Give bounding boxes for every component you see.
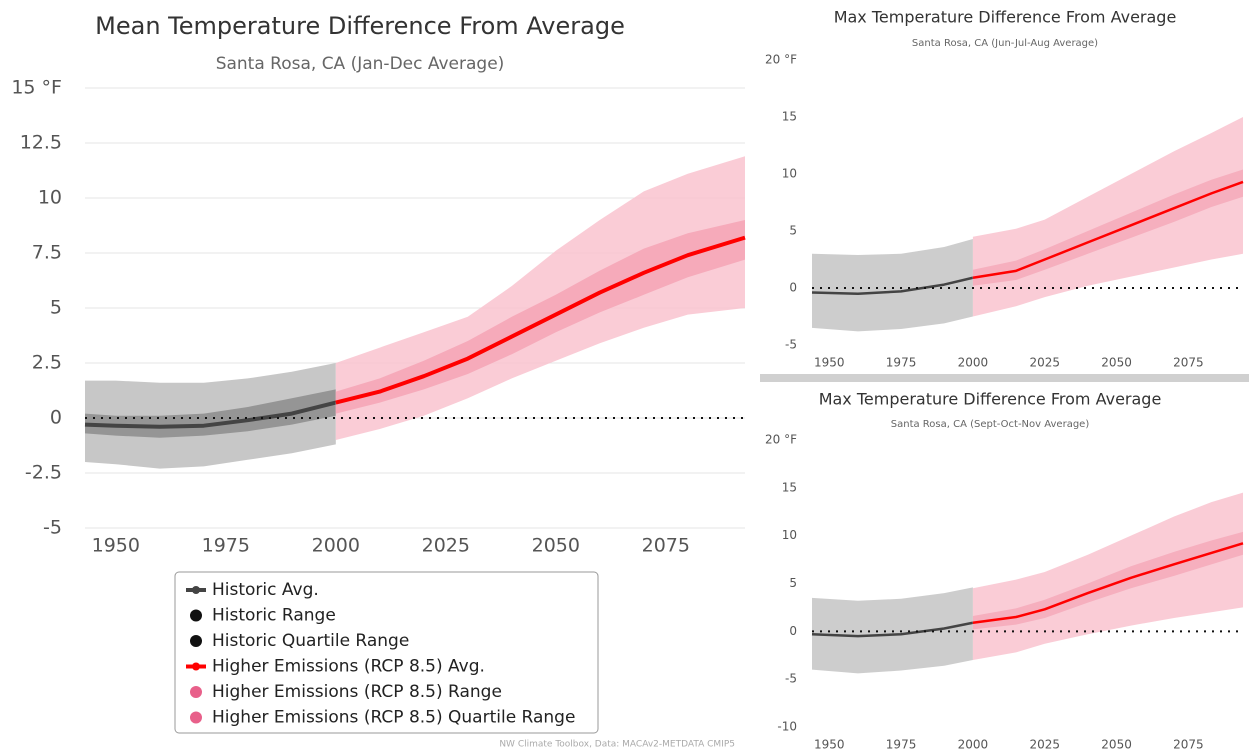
y-tick-label: 15 (782, 480, 797, 494)
y-tick-label: 2.5 (32, 352, 62, 374)
x-tick-label: 2025 (1029, 738, 1060, 751)
x-tick-label: 1975 (202, 535, 250, 557)
range-band (812, 238, 973, 332)
y-tick-label: 5 (789, 224, 797, 238)
y-tick-label: 10 (38, 187, 62, 209)
y-tick-label: 10 (782, 167, 797, 181)
legend-swatch (190, 711, 202, 724)
y-tick-label: 7.5 (32, 242, 62, 264)
x-tick-label: 2000 (958, 356, 989, 370)
y-tick-label: -5 (785, 672, 797, 686)
legend-swatch (190, 686, 202, 698)
avg-line (811, 621, 974, 638)
legend-label: Higher Emissions (RCP 8.5) Range (212, 682, 502, 702)
x-tick-label: 2050 (532, 535, 580, 557)
avg-line (972, 180, 1244, 279)
panel-divider (760, 374, 1249, 382)
legend-label: Historic Range (212, 606, 336, 626)
y-tick-label: -5 (785, 338, 797, 352)
legend-label: Historic Avg. (212, 580, 319, 600)
legend-label: Historic Quartile Range (212, 631, 409, 651)
range-band (972, 169, 1243, 286)
x-tick-label: 1975 (886, 738, 917, 751)
y-tick-label: -5 (43, 517, 62, 539)
range-band (972, 531, 1243, 630)
chart-subtitle: Santa Rosa, CA (Sept-Oct-Nov Average) (891, 419, 1090, 430)
x-tick-label: 1975 (886, 356, 917, 370)
x-tick-label: 2075 (1173, 356, 1204, 370)
chart-subtitle: Santa Rosa, CA (Jun-Jul-Aug Average) (912, 38, 1098, 49)
avg-line (84, 400, 337, 429)
x-tick-label: 1950 (814, 356, 845, 370)
legend-label: Higher Emissions (RCP 8.5) Quartile Rang… (212, 708, 575, 728)
chart-title: Max Temperature Difference From Average (834, 8, 1177, 27)
chart-subtitle: Santa Rosa, CA (Jan-Dec Average) (216, 54, 505, 74)
x-tick-label: 2075 (642, 535, 690, 557)
x-tick-label: 2025 (422, 535, 470, 557)
range-band (335, 220, 745, 414)
y-tick-label: -2.5 (25, 462, 62, 484)
legend-swatch (192, 662, 200, 671)
legend-swatch (192, 586, 200, 594)
x-tick-label: 1950 (92, 535, 140, 557)
x-tick-label: 2075 (1173, 738, 1204, 751)
y-tick-label: 5 (789, 576, 797, 590)
y-tick-label: 20 °F (765, 433, 797, 447)
x-tick-label: 1950 (814, 738, 845, 751)
avg-line (972, 542, 1244, 624)
y-tick-label: 15 (782, 110, 797, 124)
credit: NW Climate Toolbox, Data: MACAv2-METDATA… (499, 740, 735, 750)
x-tick-label: 2050 (1101, 356, 1132, 370)
x-tick-label: 2000 (312, 535, 360, 557)
chart-title: Max Temperature Difference From Average (819, 390, 1162, 409)
legend-swatch (190, 635, 202, 647)
y-tick-label: 5 (50, 297, 62, 319)
y-tick-label: 20 °F (765, 53, 797, 67)
chart-title: Mean Temperature Difference From Average (95, 12, 625, 40)
legend-label: Higher Emissions (RCP 8.5) Avg. (212, 657, 485, 677)
y-tick-label: -10 (777, 720, 797, 734)
y-tick-label: 15 °F (11, 77, 62, 99)
y-tick-label: 0 (789, 281, 797, 295)
y-tick-label: 0 (50, 407, 62, 429)
avg-line (811, 276, 974, 295)
avg-line (335, 235, 746, 405)
y-tick-label: 10 (782, 528, 797, 542)
y-tick-label: 12.5 (20, 132, 62, 154)
legend-box (174, 571, 599, 734)
legend-swatch (190, 609, 202, 622)
x-tick-label: 2025 (1029, 356, 1060, 370)
x-tick-label: 2050 (1101, 738, 1132, 751)
x-tick-label: 2000 (958, 738, 989, 751)
y-tick-label: 0 (789, 624, 797, 638)
